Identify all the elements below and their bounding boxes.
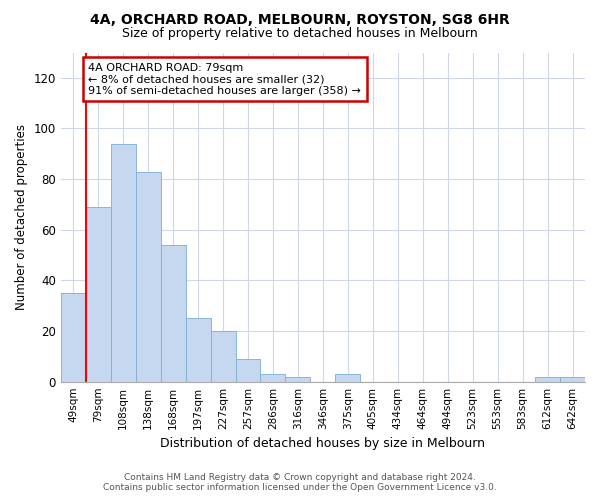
X-axis label: Distribution of detached houses by size in Melbourn: Distribution of detached houses by size … <box>160 437 485 450</box>
Bar <box>185 318 211 382</box>
Text: Contains HM Land Registry data © Crown copyright and database right 2024.
Contai: Contains HM Land Registry data © Crown c… <box>103 473 497 492</box>
Bar <box>560 376 585 382</box>
Bar <box>211 331 236 382</box>
Bar <box>335 374 361 382</box>
Bar <box>111 144 136 382</box>
Text: 4A, ORCHARD ROAD, MELBOURN, ROYSTON, SG8 6HR: 4A, ORCHARD ROAD, MELBOURN, ROYSTON, SG8… <box>90 12 510 26</box>
Bar <box>136 172 161 382</box>
Bar <box>86 207 111 382</box>
Bar <box>286 376 310 382</box>
Bar <box>236 359 260 382</box>
Bar <box>161 245 185 382</box>
Text: Size of property relative to detached houses in Melbourn: Size of property relative to detached ho… <box>122 28 478 40</box>
Bar <box>61 293 86 382</box>
Bar <box>260 374 286 382</box>
Y-axis label: Number of detached properties: Number of detached properties <box>15 124 28 310</box>
Bar <box>535 376 560 382</box>
Text: 4A ORCHARD ROAD: 79sqm
← 8% of detached houses are smaller (32)
91% of semi-deta: 4A ORCHARD ROAD: 79sqm ← 8% of detached … <box>88 62 361 96</box>
